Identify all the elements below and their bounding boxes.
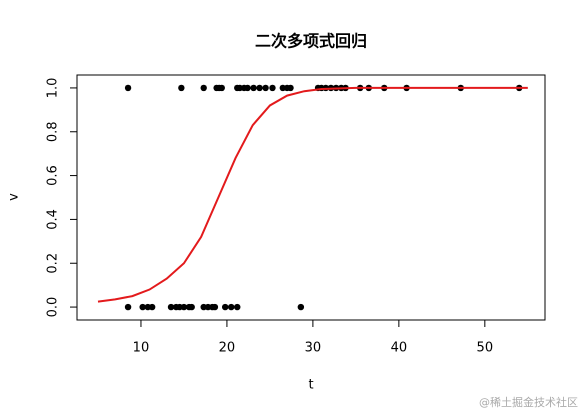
point	[244, 84, 251, 92]
x-axis-label: t	[308, 378, 313, 393]
point	[200, 84, 207, 92]
fit-line	[97, 86, 528, 303]
point	[222, 303, 229, 311]
x-tick-label: 30	[305, 341, 322, 356]
y-tick-label: 0.6	[46, 165, 61, 186]
y-tick-label: 0.4	[46, 209, 61, 230]
x-tick-label: 10	[133, 341, 150, 356]
point	[297, 303, 305, 311]
point	[139, 303, 146, 311]
point	[269, 84, 276, 92]
point	[124, 303, 132, 311]
point	[262, 84, 269, 92]
y-tick-label: 1.0	[46, 78, 61, 99]
y-tick-label: 0.2	[46, 253, 61, 274]
x-tick-label: 50	[477, 341, 494, 356]
plot-frame	[76, 74, 546, 321]
point	[148, 303, 156, 311]
y-axis-label: v	[7, 193, 22, 201]
y-tick-label: 0.8	[46, 121, 61, 142]
point	[250, 84, 257, 92]
point	[188, 303, 195, 311]
x-tick-label: 40	[391, 341, 408, 356]
point	[228, 303, 235, 311]
point	[211, 303, 219, 311]
point	[180, 303, 188, 311]
x-tick-label: 20	[219, 341, 236, 356]
point	[256, 84, 263, 92]
point	[218, 84, 225, 92]
point	[234, 303, 241, 311]
watermark: @稀土掘金技术社区	[479, 395, 578, 409]
point	[124, 84, 132, 92]
point	[178, 84, 185, 92]
point	[167, 303, 175, 311]
chart-title: 二次多项式回归	[255, 32, 367, 51]
y-tick-label: 0.0	[46, 297, 61, 318]
point	[287, 84, 294, 92]
